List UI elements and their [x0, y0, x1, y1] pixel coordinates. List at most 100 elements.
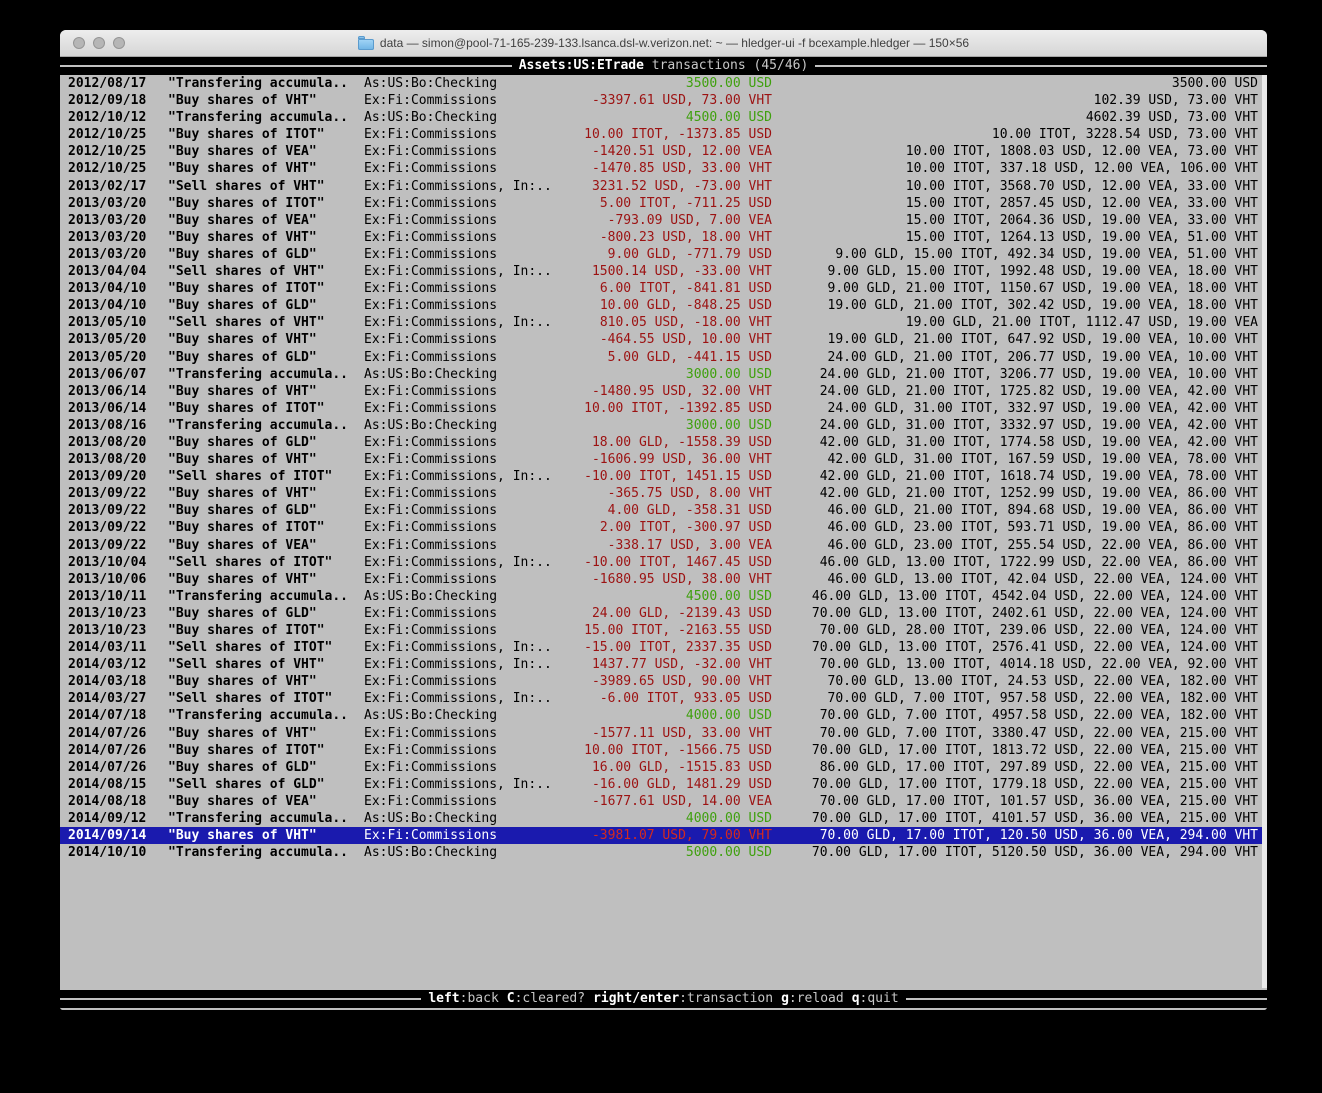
transaction-change-amount: 3231.52 USD, -73.00 VHT [591, 178, 772, 194]
transaction-date: 2014/03/11 [68, 640, 147, 656]
transaction-description: "Sell shares of VHT" [168, 315, 325, 331]
transaction-row[interactable]: 2014/09/12 "Transfering accumula.. As:US… [60, 810, 1267, 827]
transaction-change-amount: -1677.61 USD, 14.00 VEA [591, 793, 772, 809]
transaction-row[interactable]: 2013/05/10 "Sell shares of VHT" Ex:Fi:Co… [60, 314, 1267, 331]
transaction-running-balance: 42.00 GLD, 31.00 ITOT, 1774.58 USD, 19.0… [819, 434, 1258, 450]
scrollbar-track[interactable] [1262, 75, 1267, 988]
transaction-row[interactable]: 2013/03/20 "Buy shares of VHT" Ex:Fi:Com… [60, 229, 1267, 246]
transaction-description: "Sell shares of GLD" [168, 776, 325, 792]
transaction-running-balance: 9.00 GLD, 21.00 ITOT, 1150.67 USD, 19.00… [827, 281, 1258, 297]
transaction-other-accounts: Ex:Fi:Commissions [364, 127, 498, 143]
transaction-row[interactable]: 2014/07/26 "Buy shares of VHT" Ex:Fi:Com… [60, 725, 1267, 742]
transaction-description: "Buy shares of VEA" [168, 793, 317, 809]
transaction-row[interactable]: 2013/10/23 "Buy shares of ITOT" Ex:Fi:Co… [60, 622, 1267, 639]
transaction-row[interactable]: 2013/10/23 "Buy shares of GLD" Ex:Fi:Com… [60, 605, 1267, 622]
transaction-change-amount: 5.00 GLD, -441.15 USD [607, 349, 772, 365]
transaction-date: 2013/08/20 [68, 434, 147, 450]
transaction-other-accounts: Ex:Fi:Commissions [364, 503, 498, 519]
header-rule-left [60, 65, 512, 67]
transaction-change-amount: 4500.00 USD [685, 588, 772, 604]
transaction-row[interactable]: 2013/09/20 "Sell shares of ITOT" Ex:Fi:C… [60, 468, 1267, 485]
minimize-button[interactable] [93, 37, 105, 49]
transaction-running-balance: 4602.39 USD, 73.00 VHT [1085, 110, 1258, 126]
transaction-running-balance: 70.00 GLD, 7.00 ITOT, 957.58 USD, 22.00 … [827, 691, 1258, 707]
transaction-row[interactable]: 2013/03/20 "Buy shares of VEA" Ex:Fi:Com… [60, 212, 1267, 229]
transaction-row[interactable]: 2013/05/20 "Buy shares of GLD" Ex:Fi:Com… [60, 349, 1267, 366]
transaction-row[interactable]: 2012/10/25 "Buy shares of ITOT" Ex:Fi:Co… [60, 126, 1267, 143]
transaction-row[interactable]: 2014/03/11 "Sell shares of ITOT" Ex:Fi:C… [60, 639, 1267, 656]
transaction-row[interactable]: 2014/08/18 "Buy shares of VEA" Ex:Fi:Com… [60, 793, 1267, 810]
transaction-row[interactable]: 2014/03/12 "Sell shares of VHT" Ex:Fi:Co… [60, 656, 1267, 673]
transaction-row[interactable]: 2013/09/22 "Buy shares of VHT" Ex:Fi:Com… [60, 485, 1267, 502]
transaction-row[interactable]: 2014/07/26 "Buy shares of ITOT" Ex:Fi:Co… [60, 742, 1267, 759]
transaction-row[interactable]: 2012/10/25 "Buy shares of VHT" Ex:Fi:Com… [60, 160, 1267, 177]
transaction-description: "Sell shares of VHT" [168, 178, 325, 194]
transaction-row[interactable]: 2013/02/17 "Sell shares of VHT" Ex:Fi:Co… [60, 178, 1267, 195]
transaction-row[interactable]: 2013/04/10 "Buy shares of GLD" Ex:Fi:Com… [60, 297, 1267, 314]
transaction-running-balance: 70.00 GLD, 13.00 ITOT, 2576.41 USD, 22.0… [811, 640, 1258, 656]
transaction-row[interactable]: 2014/08/15 "Sell shares of GLD" Ex:Fi:Co… [60, 776, 1267, 793]
transaction-row[interactable]: 2014/03/18 "Buy shares of VHT" Ex:Fi:Com… [60, 673, 1267, 690]
register-subtitle: transactions (45/46) [643, 58, 809, 74]
transaction-date: 2013/10/04 [68, 554, 147, 570]
transaction-date: 2013/09/22 [68, 486, 147, 502]
transaction-running-balance: 42.00 GLD, 21.00 ITOT, 1618.74 USD, 19.0… [819, 469, 1258, 485]
transaction-row[interactable]: 2013/03/20 "Buy shares of GLD" Ex:Fi:Com… [60, 246, 1267, 263]
transaction-running-balance: 10.00 ITOT, 3228.54 USD, 73.00 VHT [991, 127, 1258, 143]
key-hint-reload: g:reload [781, 991, 844, 1007]
transaction-row[interactable]: 2013/09/22 "Buy shares of VEA" Ex:Fi:Com… [60, 537, 1267, 554]
transaction-description: "Buy shares of ITOT" [168, 281, 325, 297]
transaction-row[interactable]: 2013/08/16 "Transfering accumula.. As:US… [60, 417, 1267, 434]
transaction-row[interactable]: 2012/10/25 "Buy shares of VEA" Ex:Fi:Com… [60, 143, 1267, 160]
transaction-row[interactable]: 2014/07/18 "Transfering accumula.. As:US… [60, 707, 1267, 724]
titlebar[interactable]: data — simon@pool-71-165-239-133.lsanca.… [60, 30, 1267, 57]
transaction-change-amount: -793.09 USD, 7.00 VEA [607, 212, 772, 228]
transaction-row[interactable]: 2013/03/20 "Buy shares of ITOT" Ex:Fi:Co… [60, 195, 1267, 212]
close-button[interactable] [73, 37, 85, 49]
transaction-change-amount: -338.17 USD, 3.00 VEA [607, 537, 772, 553]
transaction-change-amount: 10.00 ITOT, -1392.85 USD [584, 400, 772, 416]
transaction-row[interactable]: 2014/10/10 "Transfering accumula.. As:US… [60, 844, 1267, 861]
transaction-description: "Sell shares of VHT" [168, 657, 325, 673]
transaction-date: 2012/10/25 [68, 161, 147, 177]
transaction-row[interactable]: 2013/04/10 "Buy shares of ITOT" Ex:Fi:Co… [60, 280, 1267, 297]
transaction-row[interactable]: 2013/10/04 "Sell shares of ITOT" Ex:Fi:C… [60, 554, 1267, 571]
transaction-row[interactable]: 2013/06/07 "Transfering accumula.. As:US… [60, 366, 1267, 383]
transaction-running-balance: 10.00 ITOT, 3568.70 USD, 12.00 VEA, 33.0… [905, 178, 1258, 194]
transaction-row[interactable]: 2014/03/27 "Sell shares of ITOT" Ex:Fi:C… [60, 690, 1267, 707]
transaction-row[interactable]: 2012/10/12 "Transfering accumula.. As:US… [60, 109, 1267, 126]
transaction-change-amount: 2.00 ITOT, -300.97 USD [599, 520, 772, 536]
transaction-row[interactable]: 2013/10/06 "Buy shares of VHT" Ex:Fi:Com… [60, 571, 1267, 588]
transaction-row[interactable]: 2013/10/11 "Transfering accumula.. As:US… [60, 588, 1267, 605]
transaction-row[interactable]: 2012/08/17 "Transfering accumula.. As:US… [60, 75, 1267, 92]
transaction-row[interactable]: 2014/09/14 "Buy shares of VHT" Ex:Fi:Com… [60, 827, 1267, 845]
transaction-row[interactable]: 2012/09/18 "Buy shares of VHT" Ex:Fi:Com… [60, 92, 1267, 109]
transaction-row[interactable]: 2013/09/22 "Buy shares of ITOT" Ex:Fi:Co… [60, 519, 1267, 536]
transaction-row[interactable]: 2013/04/04 "Sell shares of VHT" Ex:Fi:Co… [60, 263, 1267, 280]
transaction-other-accounts: Ex:Fi:Commissions [364, 434, 498, 450]
transaction-change-amount: -3981.07 USD, 79.00 VHT [591, 828, 772, 844]
transaction-row[interactable]: 2013/05/20 "Buy shares of VHT" Ex:Fi:Com… [60, 331, 1267, 348]
transaction-row[interactable]: 2013/09/22 "Buy shares of GLD" Ex:Fi:Com… [60, 502, 1267, 519]
transaction-description: "Buy shares of VHT" [168, 725, 317, 741]
transaction-change-amount: 24.00 GLD, -2139.43 USD [591, 605, 772, 621]
transaction-row[interactable]: 2013/08/20 "Buy shares of VHT" Ex:Fi:Com… [60, 451, 1267, 468]
transaction-row[interactable]: 2013/06/14 "Buy shares of VHT" Ex:Fi:Com… [60, 383, 1267, 400]
transaction-other-accounts: Ex:Fi:Commissions, In:.. [364, 640, 552, 656]
transaction-row[interactable]: 2013/06/14 "Buy shares of ITOT" Ex:Fi:Co… [60, 400, 1267, 417]
transaction-other-accounts: Ex:Fi:Commissions, In:.. [364, 691, 552, 707]
transaction-date: 2013/04/10 [68, 298, 147, 314]
transaction-other-accounts: Ex:Fi:Commissions [364, 623, 498, 638]
transaction-change-amount: 810.05 USD, -18.00 VHT [599, 315, 772, 331]
transaction-running-balance: 9.00 GLD, 15.00 ITOT, 1992.48 USD, 19.00… [827, 264, 1258, 280]
window-title: data — simon@pool-71-165-239-133.lsanca.… [379, 36, 970, 50]
transaction-other-accounts: Ex:Fi:Commissions [364, 93, 498, 109]
transaction-row[interactable]: 2014/07/26 "Buy shares of GLD" Ex:Fi:Com… [60, 759, 1267, 776]
transaction-row[interactable]: 2013/08/20 "Buy shares of GLD" Ex:Fi:Com… [60, 434, 1267, 451]
transaction-running-balance: 46.00 GLD, 13.00 ITOT, 4542.04 USD, 22.0… [811, 588, 1258, 604]
transaction-running-balance: 15.00 ITOT, 2064.36 USD, 19.00 VEA, 33.0… [905, 212, 1258, 228]
transaction-change-amount: -464.55 USD, 10.00 VHT [599, 332, 772, 348]
transaction-date: 2012/10/12 [68, 110, 147, 126]
zoom-button[interactable] [113, 37, 125, 49]
account-name: Assets:US:ETrade [518, 58, 644, 74]
